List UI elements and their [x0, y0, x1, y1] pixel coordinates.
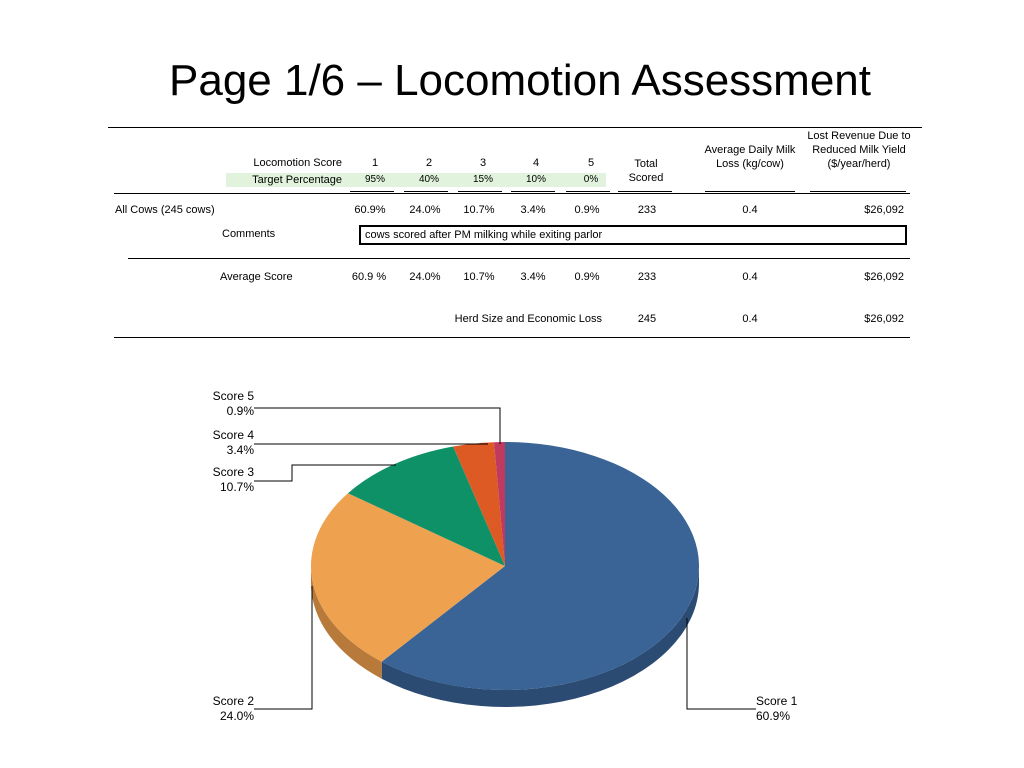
score-3-label: Score 3 10.7%	[196, 465, 254, 495]
target-1: 95%	[364, 174, 385, 185]
locomotion-score-label: Locomotion Score	[253, 157, 342, 169]
herd-revenue: $26,092	[864, 313, 904, 325]
target-4: 10%	[525, 174, 546, 185]
milk-loss-header: Average Daily Milk Loss (kg/cow)	[704, 144, 796, 170]
score-5-value: 0.9%	[226, 404, 254, 418]
score-2-value: 24.0%	[219, 709, 254, 723]
target-3: 15%	[472, 174, 493, 185]
score-5-underline	[566, 191, 610, 192]
score-4-name: Score 4	[212, 428, 254, 442]
pie-slice-score-5	[494, 442, 505, 566]
herd-milk-loss: 0.4	[742, 313, 758, 325]
score-3-name: Score 3	[212, 465, 254, 479]
lost-revenue-underline	[810, 191, 906, 192]
all-cows-score-2: 24.0%	[409, 204, 441, 216]
pie-side-1	[381, 566, 699, 707]
average-score-label: Average Score	[220, 271, 293, 283]
score-2-leader	[254, 586, 313, 710]
score-1-header: 1	[371, 157, 379, 169]
target-percentage-label: Target Percentage	[252, 174, 342, 186]
average-score-2: 24.0%	[409, 271, 441, 283]
milk-loss-underline	[705, 191, 795, 192]
all-cows-top-rule	[114, 193, 910, 194]
score-4-label: Score 4 3.4%	[196, 428, 254, 458]
score-2-label: Score 2 24.0%	[196, 694, 254, 724]
score-1-name: Score 1	[756, 694, 798, 708]
all-cows-score-3: 10.7%	[463, 204, 495, 216]
comments-text: cows scored after PM milking while exiti…	[365, 229, 603, 241]
total-scored-underline	[618, 191, 672, 192]
comments-field[interactable]: cows scored after PM milking while exiti…	[359, 225, 907, 245]
all-cows-revenue: $26,092	[864, 204, 904, 216]
herd-size-label: Herd Size and Economic Loss	[454, 313, 602, 325]
score-2-underline	[404, 191, 448, 192]
score-1-underline	[350, 191, 394, 192]
average-revenue: $26,092	[864, 271, 904, 283]
pie-slice-score-3	[347, 446, 505, 566]
score-5-leader	[254, 407, 501, 444]
score-1-label: Score 1 60.9%	[756, 694, 797, 724]
all-cows-score-5: 0.9%	[574, 204, 600, 216]
score-3-header: 3	[479, 157, 487, 169]
total-scored-header: Total Scored	[628, 158, 664, 184]
lost-revenue-header: Lost Revenue Due to Reduced Milk Yield (…	[807, 130, 911, 170]
pie-slice-score-1	[381, 442, 700, 690]
all-cows-milk-loss: 0.4	[742, 204, 758, 216]
pie-slice-score-2	[311, 493, 505, 662]
target-row-background	[226, 173, 606, 187]
score-4-header: 4	[532, 157, 540, 169]
herd-total: 245	[637, 313, 657, 325]
table-bottom-rule	[114, 337, 910, 338]
score-2-name: Score 2	[212, 694, 254, 708]
score-3-value: 10.7%	[219, 480, 254, 494]
average-total: 233	[637, 271, 657, 283]
average-top-rule	[128, 258, 910, 259]
all-cows-score-1: 60.9%	[354, 204, 386, 216]
average-score-3: 10.7%	[463, 271, 495, 283]
average-score-4: 3.4%	[520, 271, 546, 283]
target-2: 40%	[418, 174, 439, 185]
average-score-1: 60.9 %	[351, 271, 387, 283]
score-1-value: 60.9%	[756, 709, 791, 723]
score-5-name: Score 5	[212, 389, 254, 403]
score-4-underline	[511, 191, 555, 192]
pie-slice-score-4	[453, 442, 505, 566]
score-2-header: 2	[425, 157, 433, 169]
score-1-leader	[686, 618, 756, 710]
all-cows-label: All Cows (245 cows)	[115, 204, 215, 216]
score-3-leader	[254, 464, 396, 482]
score-3-underline	[458, 191, 502, 192]
score-5-label: Score 5 0.9%	[196, 389, 254, 419]
target-5: 0%	[583, 174, 599, 185]
all-cows-score-4: 3.4%	[520, 204, 546, 216]
average-milk-loss: 0.4	[742, 271, 758, 283]
score-4-value: 3.4%	[226, 443, 254, 457]
all-cows-total: 233	[637, 204, 657, 216]
page-title: Page 1/6 – Locomotion Assessment	[169, 56, 871, 105]
score-5-header: 5	[587, 157, 595, 169]
table-top-rule	[108, 127, 922, 128]
comments-label: Comments	[222, 228, 276, 240]
average-score-5: 0.9%	[574, 271, 600, 283]
pie-side-2	[311, 566, 382, 679]
